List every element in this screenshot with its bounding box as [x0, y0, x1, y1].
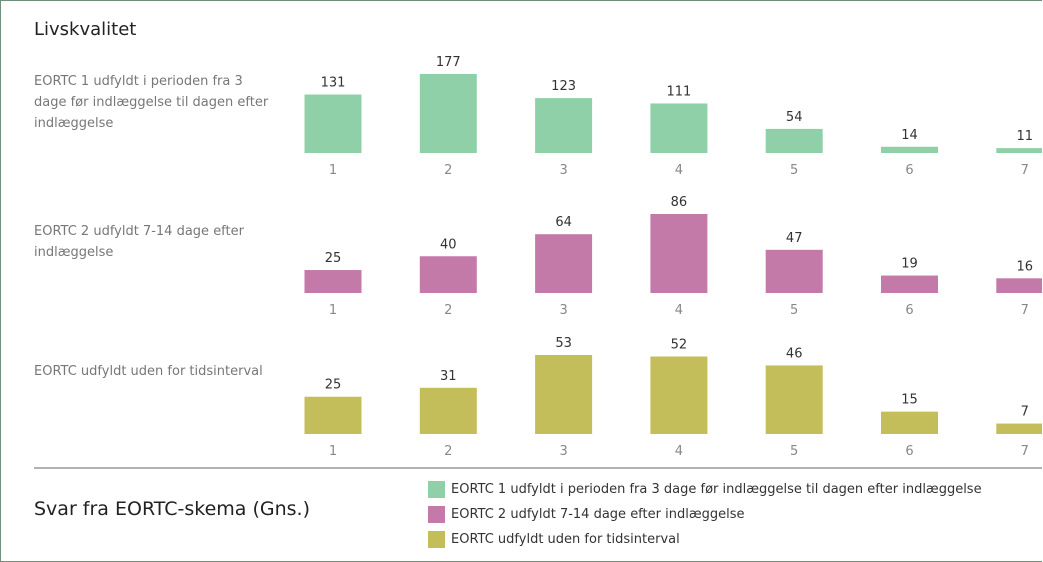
bar: [765, 365, 823, 434]
category-label: 4: [675, 444, 683, 459]
value-label: 15: [901, 393, 918, 408]
value-label: 7: [1021, 405, 1029, 420]
bar: [881, 411, 938, 434]
bar: [304, 396, 362, 434]
bar: [881, 275, 938, 293]
value-label: 177: [436, 55, 461, 70]
category-label: 4: [675, 163, 683, 178]
value-label: 47: [786, 231, 803, 246]
category-label: 1: [329, 444, 337, 459]
category-label: 3: [559, 303, 567, 318]
bar: [765, 249, 823, 293]
bar: [419, 74, 477, 153]
bar: [419, 387, 477, 434]
value-label: 31: [440, 369, 457, 384]
bar: [535, 98, 593, 153]
bar: [650, 356, 708, 434]
legend-swatch: [428, 481, 445, 498]
legend-swatch: [428, 506, 445, 523]
category-label: 2: [444, 303, 452, 318]
bar: [535, 355, 593, 434]
bar: [304, 94, 362, 153]
legend-label: EORTC 2 udfyldt 7-14 dage efter indlægge…: [451, 507, 745, 522]
bar: [996, 278, 1042, 293]
value-label: 54: [786, 110, 803, 125]
category-label: 7: [1021, 444, 1029, 459]
category-label: 5: [790, 303, 798, 318]
category-label: 7: [1021, 303, 1029, 318]
legend-title: Svar fra EORTC-skema (Gns.): [34, 498, 311, 520]
value-label: 111: [666, 84, 691, 99]
bar: [650, 103, 708, 153]
value-label: 86: [671, 195, 688, 210]
bar: [765, 128, 823, 153]
value-label: 123: [551, 79, 576, 94]
value-label: 52: [671, 337, 688, 352]
value-label: 25: [325, 251, 342, 266]
bar: [881, 146, 938, 153]
bar: [650, 214, 708, 293]
category-label: 2: [444, 444, 452, 459]
value-label: 131: [321, 76, 346, 91]
row-label: EORTC 2 udfyldt 7-14 dage efter indlægge…: [34, 224, 244, 260]
bar: [304, 270, 362, 293]
category-label: 6: [905, 444, 913, 459]
row-label: EORTC udfyldt uden for tidsinterval: [34, 364, 263, 379]
value-label: 46: [786, 346, 803, 361]
bar: [535, 234, 593, 293]
bar: [419, 256, 477, 293]
category-label: 1: [329, 163, 337, 178]
category-label: 4: [675, 303, 683, 318]
category-label: 1: [329, 303, 337, 318]
legend-label: EORTC 1 udfyldt i perioden fra 3 dage fø…: [451, 482, 982, 497]
bar: [996, 148, 1042, 153]
category-label: 7: [1021, 163, 1029, 178]
value-label: 25: [325, 378, 342, 393]
category-label: 6: [905, 303, 913, 318]
value-label: 40: [440, 237, 457, 252]
value-label: 19: [901, 257, 918, 272]
value-label: 53: [555, 336, 572, 351]
legend-swatch: [428, 531, 445, 548]
value-label: 14: [901, 128, 918, 143]
category-label: 3: [559, 163, 567, 178]
bar: [996, 423, 1042, 434]
category-label: 2: [444, 163, 452, 178]
category-label: 3: [559, 444, 567, 459]
category-label: 5: [790, 444, 798, 459]
category-label: 5: [790, 163, 798, 178]
row-label: EORTC 1 udfyldt i perioden fra 3 dage fø…: [34, 74, 269, 131]
value-label: 64: [555, 215, 572, 230]
legend-label: EORTC udfyldt uden for tidsinterval: [451, 532, 680, 547]
value-label: 11: [1017, 129, 1034, 144]
dashboard-title: Livskvalitet: [34, 19, 137, 40]
category-label: 6: [905, 163, 913, 178]
value-label: 16: [1017, 259, 1034, 274]
